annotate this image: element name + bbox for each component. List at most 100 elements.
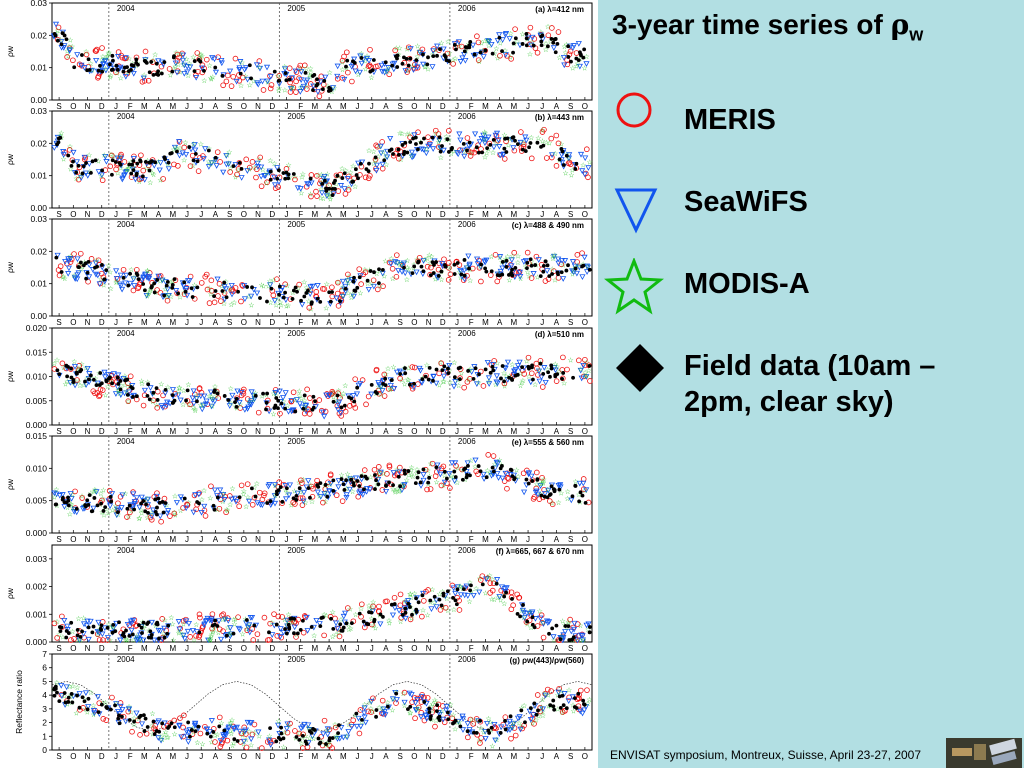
modis-point: ☆ bbox=[73, 175, 79, 183]
meris-point bbox=[166, 66, 173, 72]
modis-point: ☆ bbox=[385, 65, 391, 73]
modis-point: ☆ bbox=[107, 73, 113, 81]
modis-point: ☆ bbox=[541, 476, 547, 484]
field-point bbox=[249, 76, 254, 81]
field-point bbox=[85, 707, 90, 712]
meris-point bbox=[497, 53, 503, 59]
field-point bbox=[330, 193, 335, 198]
modis-point: ☆ bbox=[480, 47, 486, 55]
modis-point: ☆ bbox=[447, 701, 453, 709]
modis-point: ☆ bbox=[327, 69, 333, 77]
modis-point: ☆ bbox=[390, 363, 396, 371]
field-point bbox=[511, 50, 515, 55]
meris-point bbox=[195, 168, 202, 174]
field-point bbox=[85, 270, 90, 275]
field-point bbox=[366, 622, 371, 627]
field-point bbox=[154, 61, 159, 66]
modis-point: ☆ bbox=[529, 720, 535, 728]
modis-point: ☆ bbox=[446, 50, 452, 58]
field-point bbox=[361, 619, 366, 624]
modis-point: ☆ bbox=[265, 79, 271, 87]
field-point bbox=[151, 72, 156, 77]
field-point bbox=[450, 146, 454, 150]
modis-point: ☆ bbox=[136, 178, 142, 186]
field-point bbox=[113, 160, 118, 164]
month-label: O bbox=[241, 644, 247, 653]
modis-point: ☆ bbox=[246, 293, 252, 301]
field-point bbox=[96, 710, 101, 715]
modis-point: ☆ bbox=[465, 376, 471, 384]
modis-point: ☆ bbox=[105, 50, 111, 58]
meris-point bbox=[419, 46, 426, 53]
modis-point: ☆ bbox=[385, 365, 391, 373]
field-point bbox=[333, 178, 337, 183]
modis-point: ☆ bbox=[122, 382, 128, 390]
month-label: N bbox=[426, 427, 432, 436]
modis-point: ☆ bbox=[298, 189, 304, 197]
field-point bbox=[412, 381, 416, 386]
meris-point bbox=[474, 33, 480, 40]
field-point bbox=[423, 374, 428, 379]
month-label: N bbox=[85, 752, 91, 761]
field-point bbox=[224, 633, 229, 638]
meris-point bbox=[236, 160, 243, 166]
meris-point bbox=[450, 61, 456, 67]
modis-point: ☆ bbox=[518, 275, 524, 283]
month-label: A bbox=[213, 644, 219, 653]
modis-point: ☆ bbox=[398, 618, 404, 626]
field-point bbox=[474, 731, 479, 735]
field-point bbox=[377, 281, 381, 286]
field-point bbox=[149, 285, 154, 290]
modis-point: ☆ bbox=[358, 605, 364, 613]
modis-point: ☆ bbox=[324, 280, 330, 288]
field-point bbox=[398, 372, 403, 376]
field-point bbox=[146, 620, 151, 625]
year-label: 2004 bbox=[117, 655, 135, 664]
field-point bbox=[324, 742, 328, 746]
field-point bbox=[447, 59, 452, 64]
field-point bbox=[154, 386, 159, 391]
meris-point bbox=[341, 53, 347, 60]
field-point bbox=[185, 388, 190, 393]
y-tick-label: 0.01 bbox=[30, 63, 47, 73]
month-label: J bbox=[185, 210, 189, 219]
field-point bbox=[322, 79, 327, 83]
field-point bbox=[567, 638, 572, 642]
month-label: F bbox=[128, 318, 133, 327]
meris-point bbox=[66, 147, 73, 153]
seawifs-point bbox=[485, 38, 492, 44]
month-label: S bbox=[56, 644, 61, 653]
field-point bbox=[250, 285, 254, 290]
field-point bbox=[116, 510, 120, 514]
field-point bbox=[108, 62, 112, 67]
field-point bbox=[299, 298, 303, 303]
field-point bbox=[538, 361, 543, 366]
field-point bbox=[352, 288, 357, 293]
modis-point: ☆ bbox=[580, 637, 586, 645]
field-point bbox=[120, 633, 125, 637]
month-label: S bbox=[227, 210, 232, 219]
field-point bbox=[403, 471, 407, 476]
month-label: J bbox=[199, 102, 203, 111]
month-label: S bbox=[56, 318, 61, 327]
field-point bbox=[316, 736, 321, 741]
meris-point bbox=[415, 129, 421, 136]
month-label: J bbox=[284, 318, 288, 327]
seawifs-point bbox=[390, 66, 397, 73]
field-point bbox=[87, 493, 92, 497]
field-point bbox=[86, 57, 91, 62]
field-point bbox=[578, 490, 583, 495]
field-point bbox=[80, 53, 84, 57]
modis-point: ☆ bbox=[404, 45, 410, 53]
field-point bbox=[71, 159, 75, 164]
seawifs-point bbox=[383, 68, 390, 75]
field-point bbox=[100, 168, 105, 173]
field-point bbox=[478, 719, 483, 723]
modis-point: ☆ bbox=[497, 40, 503, 48]
seawifs-point bbox=[209, 55, 216, 61]
y-tick-label: 0.00 bbox=[30, 95, 47, 105]
field-point bbox=[561, 703, 566, 708]
modis-point: ☆ bbox=[532, 381, 538, 389]
field-point bbox=[99, 623, 104, 628]
seawifs-point bbox=[330, 85, 337, 91]
